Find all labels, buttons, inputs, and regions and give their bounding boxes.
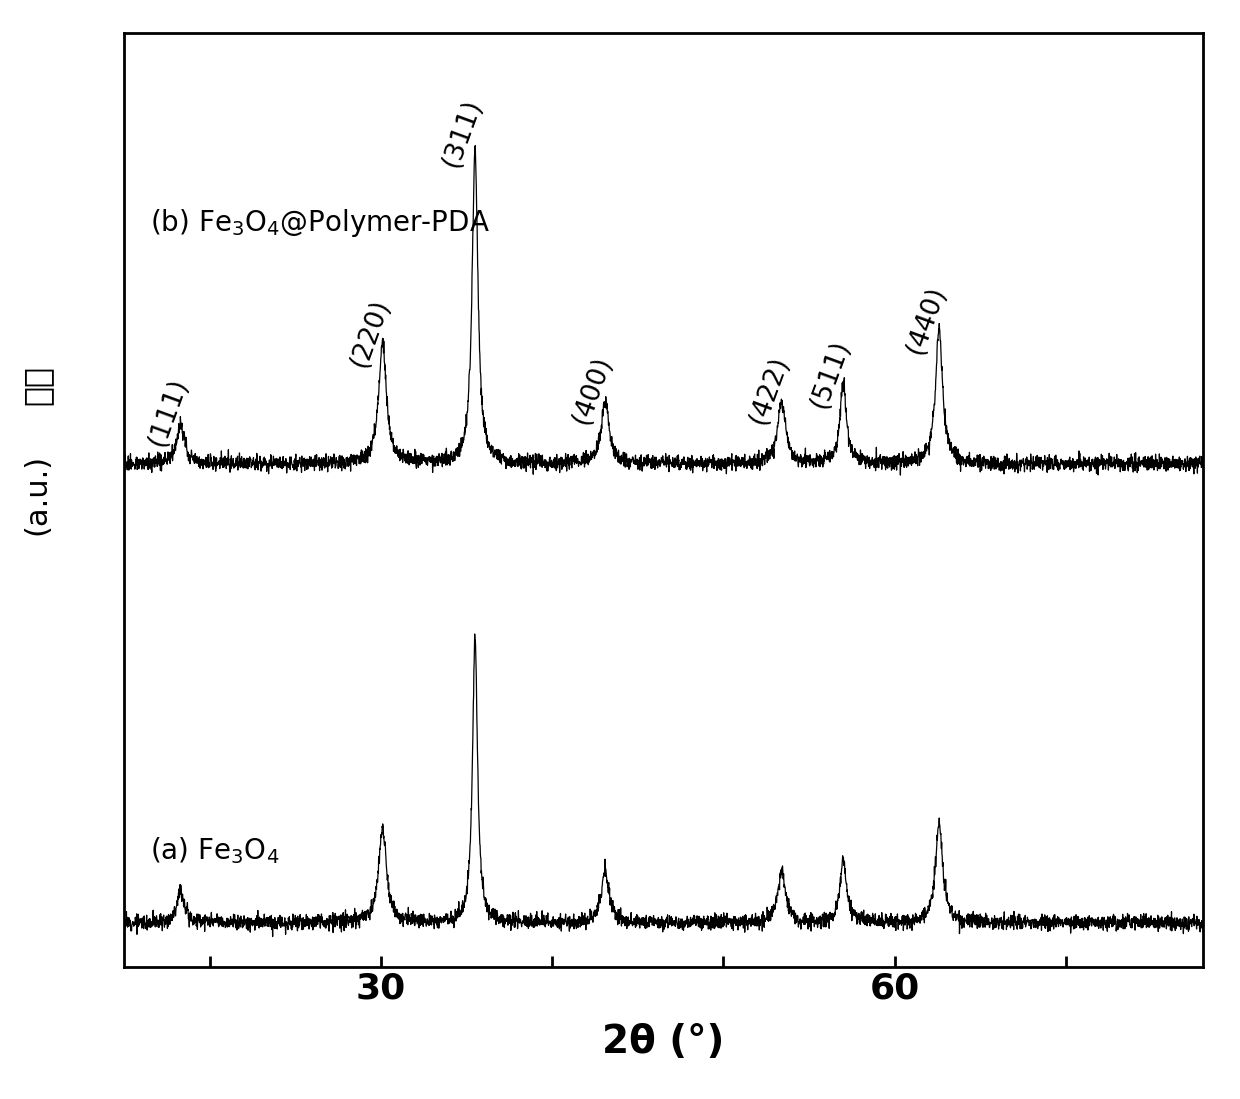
X-axis label: 2θ (°): 2θ (°)	[603, 1023, 724, 1061]
Text: (422): (422)	[745, 352, 794, 428]
Text: (b) Fe$_3$O$_4$@Polymer-PDA: (b) Fe$_3$O$_4$@Polymer-PDA	[150, 207, 490, 238]
Text: (111): (111)	[144, 374, 192, 449]
Text: (311): (311)	[439, 96, 487, 170]
Text: (a) Fe$_3$O$_4$: (a) Fe$_3$O$_4$	[150, 835, 279, 866]
Text: (400): (400)	[569, 352, 618, 428]
Text: (440): (440)	[903, 282, 951, 357]
Text: (a.u.): (a.u.)	[22, 454, 52, 535]
Text: 强度: 强度	[21, 365, 53, 404]
Text: (511): (511)	[807, 336, 856, 411]
Text: (220): (220)	[346, 295, 394, 370]
